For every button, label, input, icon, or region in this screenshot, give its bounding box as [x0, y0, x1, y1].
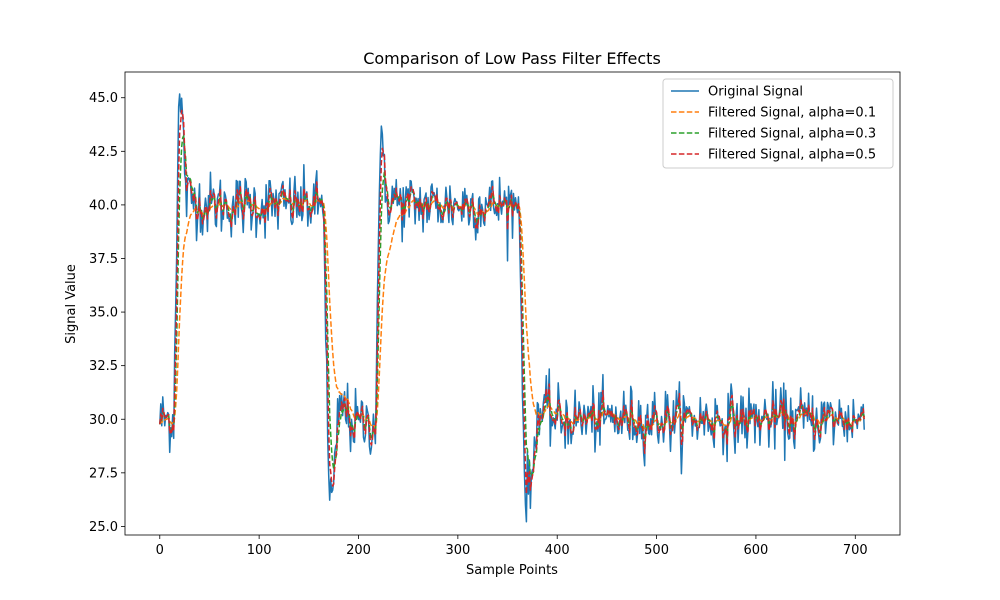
y-tick-label: 35.0 — [89, 306, 118, 321]
x-tick-label: 700 — [843, 543, 868, 558]
x-tick-label: 300 — [445, 543, 470, 558]
chart-title: Comparison of Low Pass Filter Effects — [363, 49, 661, 68]
y-tick-label: 45.0 — [89, 91, 118, 106]
legend-label-1: Filtered Signal, alpha=0.1 — [708, 106, 876, 121]
x-tick-label: 0 — [156, 543, 164, 558]
legend-label-2: Filtered Signal, alpha=0.3 — [708, 127, 876, 142]
legend-label-3: Filtered Signal, alpha=0.5 — [708, 148, 876, 163]
y-tick-label: 30.0 — [89, 413, 118, 428]
y-tick-label: 32.5 — [89, 359, 118, 374]
y-tick-label: 25.0 — [89, 520, 118, 535]
legend: Original Signal Filtered Signal, alpha=0.… — [662, 78, 894, 169]
x-tick-label: 500 — [644, 543, 669, 558]
y-tick-label: 40.0 — [89, 198, 118, 213]
x-tick-label: 100 — [247, 543, 272, 558]
x-axis-title: Sample Points — [466, 563, 558, 578]
y-axis-title: Signal Value — [64, 264, 79, 344]
x-tick-label: 200 — [346, 543, 371, 558]
plot-area — [159, 93, 865, 523]
series-group — [159, 93, 865, 523]
series-line-3 — [159, 109, 865, 495]
axes-frame — [124, 71, 901, 536]
y-tick-label: 42.5 — [89, 145, 118, 160]
y-tick-label: 37.5 — [89, 252, 118, 267]
x-tick-label: 400 — [545, 543, 570, 558]
legend-box — [662, 78, 894, 169]
legend-label-0: Original Signal — [708, 85, 803, 100]
y-tick-label: 27.5 — [89, 466, 118, 481]
x-tick-label: 600 — [744, 543, 769, 558]
axes: 0 100 200 300 400 500 600 700 25.0 27.5 30.0 32.5 35… — [89, 71, 901, 558]
